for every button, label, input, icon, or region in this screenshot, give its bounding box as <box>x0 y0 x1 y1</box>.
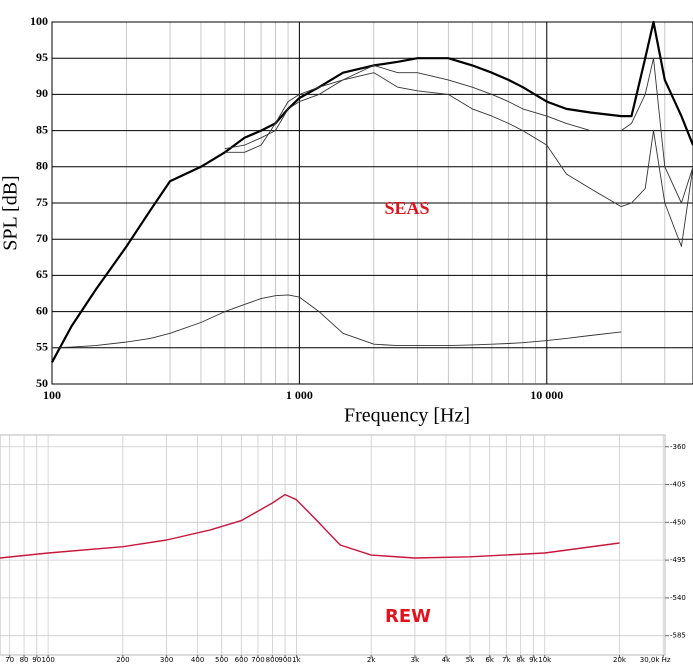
x-tick-label: 600 <box>235 656 248 664</box>
y-tick-label: -495 <box>670 556 686 564</box>
plot-area <box>0 434 666 656</box>
x-tick-label: 700 <box>251 656 264 664</box>
series-line <box>51 294 622 349</box>
y-tick-label: 75 <box>36 195 48 209</box>
x-tick-label: 20k <box>613 656 627 664</box>
series-line <box>51 20 693 363</box>
series-line <box>224 57 693 204</box>
series-line <box>0 493 620 559</box>
x-tick-label: 10 000 <box>530 388 563 402</box>
y-tick-label: -360 <box>670 443 686 451</box>
y-tick-label: 60 <box>36 303 48 317</box>
x-tick-label: 100 <box>41 656 54 664</box>
x-tick-label: 500 <box>215 656 228 664</box>
x-axis-label: Frequency [Hz] <box>344 405 470 427</box>
annotation: REW <box>385 606 431 627</box>
y-tick-label: -450 <box>670 518 686 526</box>
y-axis-label: SPL [dB] <box>0 175 22 250</box>
x-tick-label: 100 <box>43 388 61 402</box>
y-tick-label: 70 <box>36 231 48 245</box>
x-tick-label: 3k <box>411 656 420 664</box>
x-tick-label: 800 <box>266 656 279 664</box>
y-tick-label: 65 <box>36 267 48 281</box>
x-tick-label: 1k <box>292 656 301 664</box>
y-tick-label: -585 <box>670 632 686 640</box>
spl-chart: 100 1 000 10 000 50 55 60 65 70 75 80 85 90 95 100 Fre… <box>0 14 693 427</box>
x-tick-label: 10k <box>538 656 552 664</box>
x-tick-label: 4k <box>442 656 451 664</box>
x-tick-label: 6k <box>485 656 494 664</box>
x-tick-label: 1 000 <box>286 388 313 402</box>
x-tick-label: 5k <box>466 656 475 664</box>
y-tick-label: 85 <box>36 122 48 136</box>
x-tick-label: 9k <box>529 656 538 664</box>
y-tick-label: 90 <box>36 86 48 100</box>
x-tick-label: 30,0k Hz <box>640 656 671 664</box>
series-line <box>224 72 693 247</box>
x-tick-label: 2k <box>367 656 376 664</box>
x-tick-label: 200 <box>116 656 129 664</box>
rew-chart: 70 80 90 100 200 300 400 500 600 700 800 900 1k 2k 3k 4… <box>0 434 686 664</box>
x-tick-label: 70 <box>5 656 14 664</box>
x-tick-label: 300 <box>160 656 173 664</box>
y-tick-label: -540 <box>670 594 686 602</box>
y-tick-label: 95 <box>36 50 48 64</box>
x-tick-label: 900 <box>278 656 291 664</box>
x-tick-label: 8k <box>516 656 525 664</box>
y-tick-label: 80 <box>36 159 48 173</box>
x-tick-label: 400 <box>191 656 204 664</box>
x-tick-label: 7k <box>502 656 511 664</box>
x-tick-label: 90 <box>32 656 41 664</box>
x-tick-label: 80 <box>20 656 29 664</box>
y-tick-label: -405 <box>670 481 686 489</box>
annotation: SEAS <box>384 198 429 218</box>
y-tick-label: 100 <box>30 14 48 28</box>
y-tick-label: 50 <box>36 376 48 390</box>
y-tick-label: 55 <box>36 340 48 354</box>
